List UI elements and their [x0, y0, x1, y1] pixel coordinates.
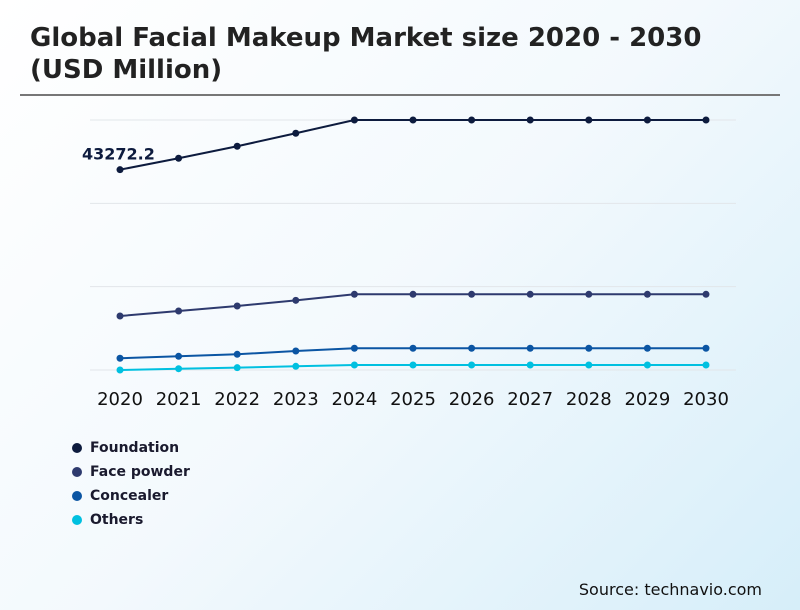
data-point-others	[643, 361, 651, 369]
series-line-foundation	[119, 119, 706, 171]
data-point-foundation	[643, 116, 651, 124]
legend-label: Foundation	[90, 440, 180, 456]
data-point-foundation	[585, 116, 593, 124]
data-point-concealer	[643, 344, 651, 352]
x-tick-label: 2026	[449, 389, 495, 410]
data-point-face-powder	[468, 290, 476, 298]
data-point-face-powder	[526, 290, 534, 298]
data-point-concealer	[409, 344, 417, 352]
data-point-foundation	[116, 166, 124, 174]
data-point-face-powder	[702, 290, 710, 298]
legend-dot-icon	[72, 491, 82, 501]
data-point-others	[233, 364, 241, 372]
data-point-face-powder	[292, 296, 300, 304]
data-point-foundation	[702, 116, 710, 124]
data-point-concealer	[116, 354, 124, 362]
data-point-concealer	[175, 352, 183, 360]
source-note: Source: technavio.com	[578, 580, 762, 599]
data-point-face-powder	[350, 290, 358, 298]
x-tick-label: 2024	[331, 389, 377, 410]
data-point-concealer	[468, 344, 476, 352]
data-point-others	[468, 361, 476, 369]
data-label: 43272.2	[82, 145, 155, 164]
x-tick-label: 2021	[156, 389, 202, 410]
data-point-foundation	[468, 116, 476, 124]
x-tick-label: 2028	[566, 389, 612, 410]
legend-label: Others	[90, 512, 144, 528]
legend-item: Others	[72, 508, 190, 532]
x-tick-label: 2030	[683, 389, 729, 410]
data-point-concealer	[585, 344, 593, 352]
data-point-others	[702, 361, 710, 369]
data-point-foundation	[526, 116, 534, 124]
legend-item: Face powder	[72, 460, 190, 484]
data-point-face-powder	[175, 307, 183, 315]
data-point-concealer	[292, 347, 300, 355]
data-point-face-powder	[116, 312, 124, 320]
x-tick-label: 2027	[507, 389, 553, 410]
data-point-foundation	[233, 142, 241, 150]
data-point-others	[409, 361, 417, 369]
data-point-foundation	[409, 116, 417, 124]
data-point-others	[116, 366, 124, 374]
x-tick-label: 2029	[624, 389, 670, 410]
legend-dot-icon	[72, 443, 82, 453]
legend-dot-icon	[72, 515, 82, 525]
x-tick-label: 2025	[390, 389, 436, 410]
data-point-face-powder	[233, 302, 241, 310]
data-point-foundation	[350, 116, 358, 124]
x-tick-label: 2023	[273, 389, 319, 410]
data-point-concealer	[702, 344, 710, 352]
data-point-others	[526, 361, 534, 369]
legend-item: Concealer	[72, 484, 190, 508]
legend: Foundation Face powder Concealer Others	[72, 436, 190, 532]
chart-title: Global Facial Makeup Market size 2020 - …	[30, 23, 702, 85]
legend-label: Concealer	[90, 488, 169, 504]
data-point-foundation	[292, 129, 300, 137]
data-point-others	[292, 362, 300, 370]
data-point-others	[585, 361, 593, 369]
data-point-face-powder	[409, 290, 417, 298]
data-point-face-powder	[585, 290, 593, 298]
x-tick-label: 2020	[97, 389, 143, 410]
data-point-foundation	[175, 154, 183, 162]
legend-item: Foundation	[72, 436, 190, 460]
data-point-others	[175, 365, 183, 373]
x-tick-label: 2022	[214, 389, 260, 410]
legend-label: Face powder	[90, 464, 190, 480]
data-point-others	[350, 361, 358, 369]
data-point-concealer	[526, 344, 534, 352]
title-divider	[20, 94, 780, 96]
data-point-concealer	[233, 350, 241, 358]
data-point-face-powder	[643, 290, 651, 298]
legend-dot-icon	[72, 467, 82, 477]
data-point-concealer	[350, 344, 358, 352]
